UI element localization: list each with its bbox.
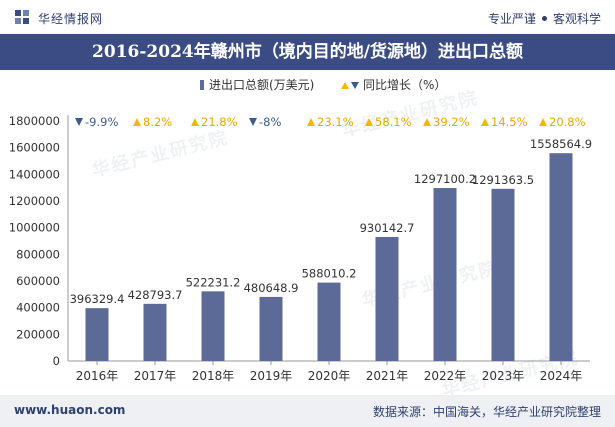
legend-label-total: 进出口总额(万美元) xyxy=(209,78,314,92)
growth-down-triangle-icon xyxy=(249,118,257,126)
y-tick-label: 1600000 xyxy=(9,141,60,155)
top-bar: 华经情报网 专业严谨 客观科学 xyxy=(0,0,615,34)
legend-up-triangle-icon xyxy=(341,82,349,89)
tagline-2: 客观科学 xyxy=(552,12,601,26)
bar xyxy=(549,153,573,361)
y-tick-label: 1400000 xyxy=(9,167,60,181)
growth-up-triangle-icon xyxy=(539,118,547,126)
bar-value-label: 522231.2 xyxy=(186,275,241,289)
brand-name: 华经情报网 xyxy=(38,12,104,26)
y-tick-label: 400000 xyxy=(16,301,60,315)
legend-label-growth: 同比增长（%） xyxy=(363,78,446,92)
bar-value-label: 1558564.9 xyxy=(530,137,592,151)
growth-up-triangle-icon xyxy=(191,118,199,126)
separator-dot-icon xyxy=(541,16,547,21)
x-tick-label: 2018年 xyxy=(192,369,235,383)
growth-value-label: 23.1% xyxy=(317,115,354,129)
x-tick-label: 2020年 xyxy=(308,369,351,383)
bar xyxy=(143,303,167,361)
bar xyxy=(85,308,109,361)
growth-value-label: 21.8% xyxy=(201,115,238,129)
legend-bar-swatch-icon xyxy=(200,80,204,90)
bar-value-label: 1297100.2 xyxy=(414,172,476,186)
bar xyxy=(433,188,457,361)
chart-title: 2016-2024年赣州市（境内目的地/货源地）进出口总额 xyxy=(92,42,523,62)
bar xyxy=(259,296,283,361)
y-tick-label: 200000 xyxy=(16,327,60,341)
growth-value-label: 39.2% xyxy=(433,115,470,129)
x-tick-label: 2017年 xyxy=(134,369,177,383)
title-bar: 2016-2024年赣州市（境内目的地/货源地）进出口总额 xyxy=(0,34,615,70)
growth-up-triangle-icon xyxy=(365,118,373,126)
tagline: 专业严谨 客观科学 xyxy=(488,10,601,27)
legend-down-triangle-icon xyxy=(351,82,359,89)
brand-logo-icon xyxy=(15,10,29,24)
x-tick-label: 2022年 xyxy=(424,369,467,383)
growth-value-label: 14.5% xyxy=(491,115,528,129)
growth-value-label: 58.1% xyxy=(375,115,412,129)
bar-value-label: 480648.9 xyxy=(244,281,299,295)
growth-value-label: 20.8% xyxy=(549,115,586,129)
bar-value-label: 930142.7 xyxy=(360,221,415,235)
bar-value-label: 1291363.5 xyxy=(472,173,534,187)
y-tick-label: 1800000 xyxy=(9,114,60,128)
tagline-1: 专业严谨 xyxy=(487,12,536,26)
x-tick-label: 2019年 xyxy=(250,369,293,383)
bar xyxy=(201,291,225,361)
growth-value-label: 8.2% xyxy=(143,115,172,129)
bar xyxy=(491,188,515,361)
y-tick-label: 1000000 xyxy=(9,221,60,235)
footer: www.huaon.com 数据来源：中国海关，华经产业研究院整理 xyxy=(0,395,615,427)
growth-value-label: -8% xyxy=(259,115,281,129)
y-tick-label: 0 xyxy=(53,354,60,368)
y-tick-label: 800000 xyxy=(16,247,60,261)
x-tick-label: 2024年 xyxy=(540,369,583,383)
x-tick-label: 2021年 xyxy=(366,369,409,383)
growth-down-triangle-icon xyxy=(75,118,83,126)
growth-up-triangle-icon xyxy=(307,118,315,126)
bar xyxy=(375,236,399,361)
bar-value-label: 396329.4 xyxy=(70,292,125,306)
bar xyxy=(317,282,341,361)
y-tick-label: 1200000 xyxy=(9,194,60,208)
growth-value-label: -9.9% xyxy=(85,115,118,129)
x-tick-label: 2023年 xyxy=(482,369,525,383)
bar-value-label: 428793.7 xyxy=(128,288,183,302)
website-link[interactable]: www.huaon.com xyxy=(14,403,126,417)
bar-value-label: 588010.2 xyxy=(302,267,357,281)
y-tick-label: 600000 xyxy=(16,274,60,288)
bar-chart: 进出口总额(万美元) 同比增长（%） 0 200000 400000 600000 8000… xyxy=(9,78,592,383)
growth-up-triangle-icon xyxy=(481,118,489,126)
x-tick-label: 2016年 xyxy=(76,369,119,383)
data-source: 数据来源：中国海关，华经产业研究院整理 xyxy=(372,405,601,419)
growth-up-triangle-icon xyxy=(133,118,141,126)
growth-up-triangle-icon xyxy=(423,118,431,126)
